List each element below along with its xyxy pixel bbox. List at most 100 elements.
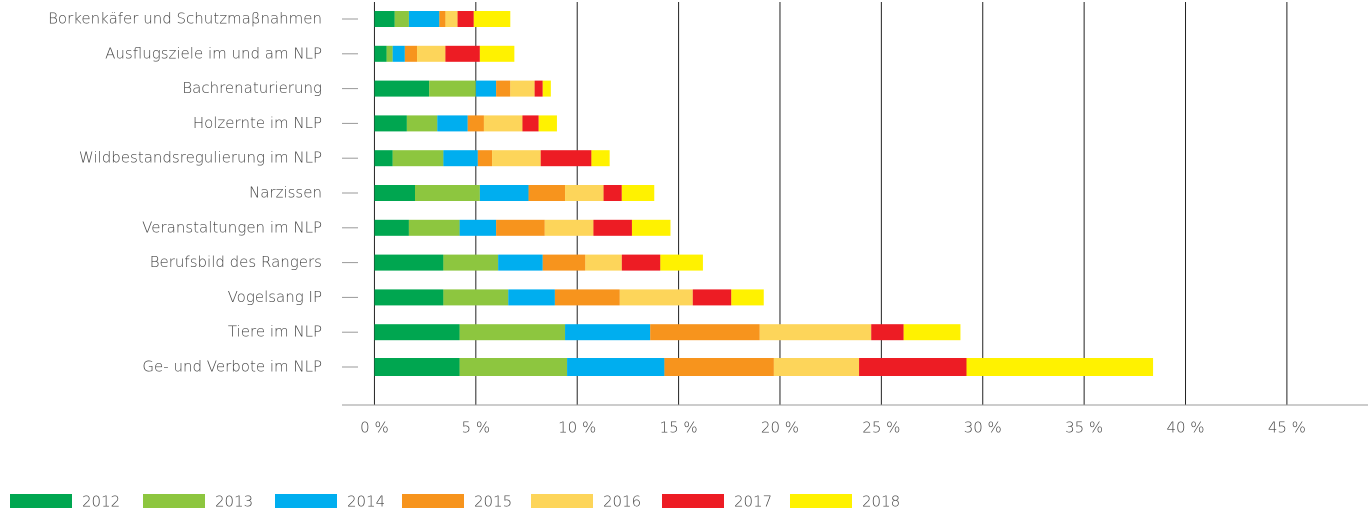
x-tick-label: 15 % — [660, 419, 698, 437]
legend-swatch — [790, 494, 852, 508]
legend-swatch — [662, 494, 724, 508]
x-tick-label: 0 % — [360, 419, 389, 437]
bar-segment — [386, 45, 393, 62]
bar-segment — [374, 150, 393, 167]
legend-label: 2015 — [474, 493, 512, 511]
bar-segment — [603, 185, 622, 201]
legend-label: 2017 — [734, 493, 772, 511]
bar-segment — [759, 324, 872, 341]
bar-segment — [498, 254, 543, 271]
bar-segment — [483, 115, 523, 132]
bar-segment — [429, 80, 476, 97]
bar-segment — [565, 324, 651, 341]
x-tick-label: 40 % — [1166, 419, 1204, 437]
legend-swatch — [531, 494, 593, 508]
bar-segment — [692, 289, 732, 306]
y-tick-label: Ge- und Verbote im NLP — [142, 358, 322, 376]
legend-swatch — [402, 494, 464, 508]
bar-segment — [374, 324, 460, 341]
bar-segment — [534, 80, 543, 97]
bar-segment — [554, 289, 620, 306]
bar-segment — [496, 219, 545, 236]
bar-segment — [475, 80, 497, 97]
bar-segment — [374, 80, 430, 97]
bar-segment — [374, 289, 444, 306]
legend-swatch — [10, 494, 72, 508]
bar-segment — [664, 358, 774, 376]
y-tick-label: Vogelsang IP — [228, 288, 322, 306]
bar-segment — [477, 150, 493, 167]
bar-segment — [492, 150, 541, 167]
bar-segment — [459, 219, 497, 236]
bar-segment — [631, 219, 671, 236]
bar-segment — [731, 289, 764, 306]
x-tick-label: 45 % — [1268, 419, 1306, 437]
bar-segment — [859, 358, 967, 376]
bar-segment — [508, 289, 555, 306]
bar-segment — [565, 185, 604, 201]
bar-segment — [538, 115, 557, 132]
legend-swatch — [275, 494, 337, 508]
bar-segment — [374, 358, 460, 376]
bar-segment — [473, 11, 511, 27]
bar-segment — [479, 185, 529, 201]
bar-segment — [374, 45, 387, 62]
bar-segment — [591, 150, 610, 167]
x-tick-label: 5 % — [462, 419, 491, 437]
bar-segment — [443, 254, 499, 271]
y-tick-label: Holzernte im NLP — [193, 114, 322, 132]
bar-segment — [374, 219, 409, 236]
y-tick-label: Bachrenaturierung — [182, 79, 322, 97]
bar-segment — [439, 11, 446, 27]
legend-label: 2018 — [862, 493, 900, 511]
y-tick-label: Berufsbild des Rangers — [150, 253, 322, 271]
bar-segment — [479, 45, 515, 62]
x-tick-label: 35 % — [1065, 419, 1103, 437]
bar-segment — [903, 324, 961, 341]
legend-label: 2016 — [603, 493, 641, 511]
bar-segment — [459, 324, 566, 341]
bar-segment — [567, 358, 665, 376]
x-tick-label: 10 % — [558, 419, 596, 437]
y-tick-label: Borkenkäfer und Schutzmaβnahmen — [48, 10, 322, 28]
bar-segment — [417, 45, 446, 62]
bar-segment — [650, 324, 760, 341]
bar-segment — [374, 254, 444, 271]
bar-segment — [374, 185, 415, 201]
bar-segment — [437, 115, 468, 132]
bar-segment — [585, 254, 622, 271]
y-tick-label: Ausflugsziele im und am NLP — [105, 44, 322, 62]
bar-segment — [392, 150, 444, 167]
bar-segment — [542, 254, 586, 271]
legend-swatch — [143, 494, 205, 508]
bar-segment — [406, 115, 438, 132]
y-tick-label: Narzissen — [249, 184, 322, 202]
x-tick-label: 20 % — [761, 419, 799, 437]
bar-segment — [496, 80, 511, 97]
bar-segment — [621, 185, 655, 201]
bar-segment — [374, 11, 395, 27]
bar-segment — [445, 45, 480, 62]
bar-segment — [374, 115, 407, 132]
y-tick-label: Tiere im NLP — [228, 323, 322, 341]
bar-segment — [966, 358, 1154, 376]
bar-segment — [542, 80, 551, 97]
bar-segment — [871, 324, 904, 341]
bar-segment — [528, 185, 566, 201]
bar-segment — [510, 80, 535, 97]
bar-segment — [443, 289, 509, 306]
bar-segment — [394, 11, 409, 27]
bar-segment — [445, 11, 458, 27]
legend-label: 2013 — [215, 493, 253, 511]
bar-segment — [467, 115, 484, 132]
x-tick-label: 25 % — [862, 419, 900, 437]
bar-segment — [540, 150, 592, 167]
y-tick-label: Veranstaltungen im NLP — [142, 218, 322, 236]
bar-segment — [404, 45, 418, 62]
bar-segment — [773, 358, 860, 376]
y-tick-label: Wildbestandsregulierung im NLP — [79, 149, 322, 167]
bar-segment — [593, 219, 632, 236]
bar-segment — [522, 115, 539, 132]
legend-label: 2014 — [347, 493, 385, 511]
